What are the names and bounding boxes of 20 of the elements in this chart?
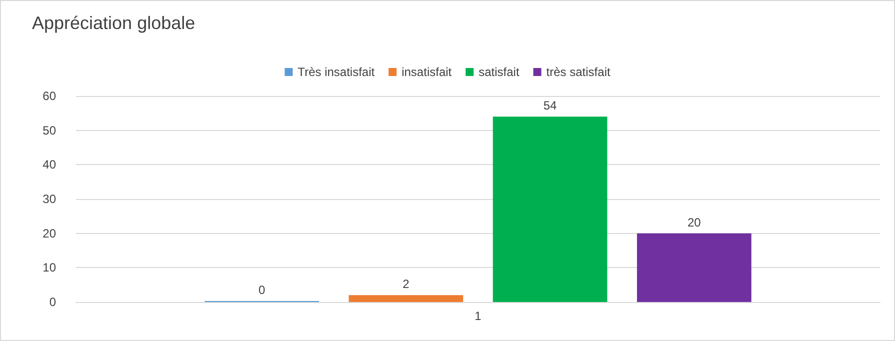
- legend-label: Très insatisfait: [298, 65, 376, 79]
- y-tick-label: 0: [49, 295, 56, 309]
- y-tick-label: 60: [42, 89, 56, 103]
- y-tick-label: 10: [42, 260, 56, 275]
- legend-label: insatisfait: [402, 65, 452, 79]
- legend-label: très satisfait: [546, 65, 611, 79]
- y-tick-label: 30: [42, 192, 56, 206]
- y-tick-label: 40: [42, 158, 56, 172]
- y-tick-label: 20: [42, 226, 56, 240]
- data-label: 0: [258, 283, 266, 297]
- legend-label: satisfait: [478, 65, 520, 79]
- chart-title: Appréciation globale: [32, 13, 196, 33]
- bar: [492, 116, 608, 302]
- data-label: 54: [543, 98, 558, 113]
- bar: [636, 233, 752, 302]
- x-tick-label: 1: [474, 309, 482, 323]
- bar: [348, 295, 464, 302]
- y-tick-label: 50: [42, 123, 56, 138]
- data-label: 20: [687, 215, 702, 230]
- data-label: 2: [402, 277, 410, 292]
